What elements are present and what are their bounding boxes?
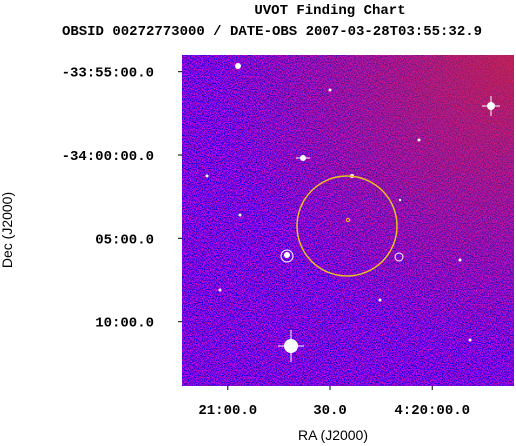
- y-axis-label: Dec (J2000): [0, 192, 15, 268]
- stars: [205, 63, 500, 362]
- chart-title: UVOT Finding Chart: [254, 3, 405, 19]
- error-circle: [296, 175, 398, 277]
- source-marker: [394, 252, 404, 262]
- x-axis-label: RA (J2000): [298, 427, 368, 443]
- source-marker: [280, 249, 294, 263]
- chart-subtitle: OBSID 00272773000 / DATE-OBS 2007-03-28T…: [62, 24, 482, 40]
- x-tick-label: 21:00.0: [198, 403, 257, 419]
- y-tick-label: 10:00.0: [95, 316, 154, 332]
- y-tick-label: 05:00.0: [95, 232, 154, 248]
- image-glow: [182, 55, 514, 386]
- x-tick-label: 4:20:00.0: [394, 403, 470, 419]
- y-tick-label: -33:55:00.0: [62, 66, 154, 82]
- y-tick-label: -34:00:00.0: [62, 149, 154, 165]
- target-marker: [346, 218, 350, 222]
- x-tick-label: 30.0: [313, 403, 347, 419]
- sky-image: [182, 55, 514, 386]
